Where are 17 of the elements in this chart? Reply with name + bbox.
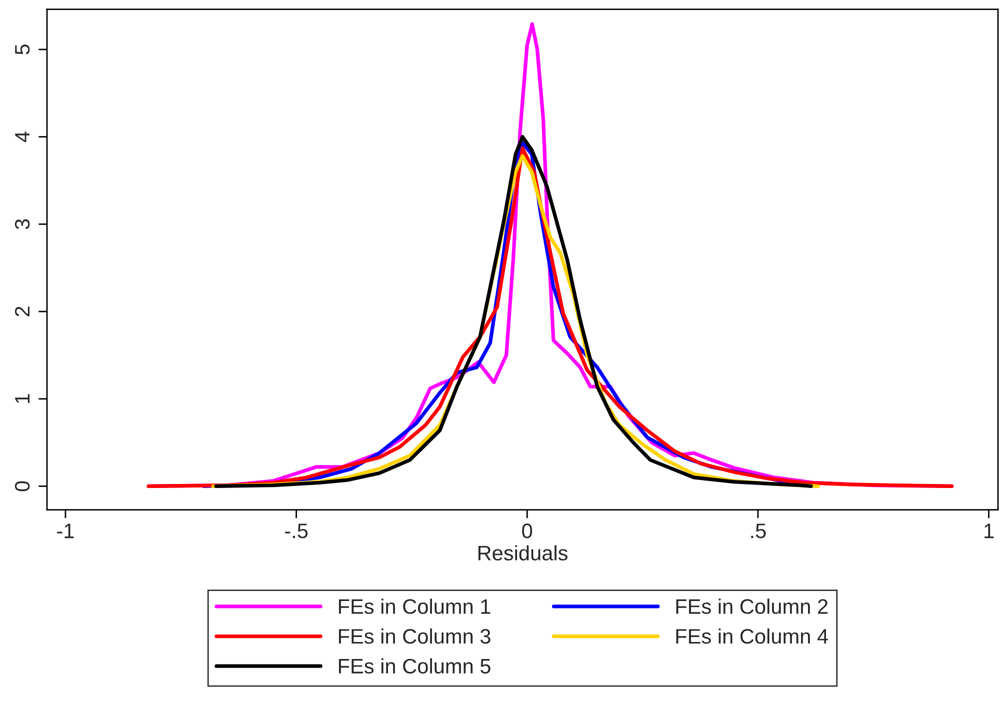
x-tick-label: .5 xyxy=(751,524,766,538)
x-tick-label: 0 xyxy=(522,524,532,538)
y-tick-label: 1 xyxy=(15,394,30,404)
y-tick-label: 3 xyxy=(14,219,30,230)
x-axis-title: Residuals xyxy=(478,545,568,560)
y-tick-label: 5 xyxy=(15,44,30,54)
y-tick-label: 2 xyxy=(14,306,30,316)
y-tick-label: 4 xyxy=(15,132,30,142)
x-tick-label: -.5 xyxy=(285,524,308,538)
x-tick-label: -1 xyxy=(57,524,74,538)
legend-label: FEs in Column 5 xyxy=(338,658,490,674)
x-tick-label: 1 xyxy=(984,524,994,538)
legend-label: FEs in Column 3 xyxy=(338,628,490,644)
y-tick-label: 0 xyxy=(14,481,30,492)
legend-label: FEs in Column 1 xyxy=(338,598,490,614)
legend-label: FEs in Column 2 xyxy=(676,598,828,614)
legend-label: FEs in Column 4 xyxy=(676,628,828,644)
